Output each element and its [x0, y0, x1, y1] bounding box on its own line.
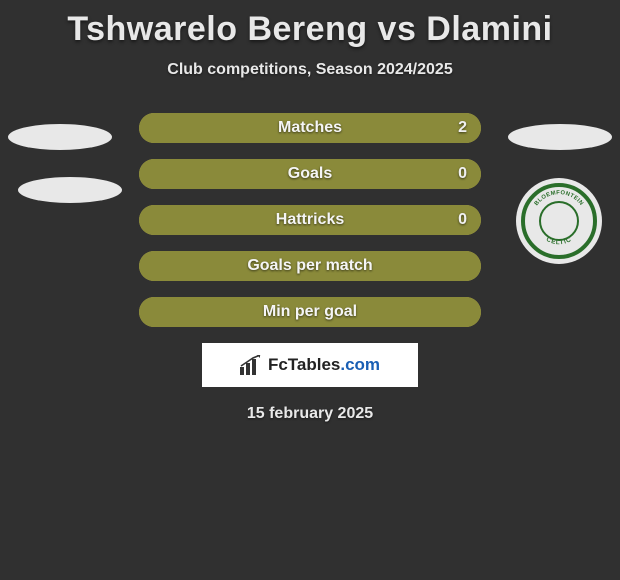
- fctables-badge[interactable]: FcTables.com: [202, 343, 418, 387]
- stats-container: Matches 2 Goals 0 Hattricks 0 Goals per match M…: [139, 113, 481, 327]
- page-title: Tshwarelo Bereng vs Dlamini: [0, 0, 620, 49]
- stat-label: Matches: [278, 113, 342, 143]
- stat-row: Min per goal: [139, 297, 481, 327]
- left-player-ellipse-2: [18, 177, 122, 203]
- stat-row: Goals per match: [139, 251, 481, 281]
- svg-text:CELTIC: CELTIC: [545, 236, 573, 246]
- stat-row: Matches 2: [139, 113, 481, 143]
- stat-value-right: 0: [458, 159, 467, 189]
- right-player-ellipse-1: [508, 124, 612, 150]
- club-badge-text: BLOEMFONTEIN CELTIC: [525, 187, 593, 255]
- stat-label: Min per goal: [263, 297, 357, 327]
- stat-value-right: 0: [458, 205, 467, 235]
- stat-label: Goals per match: [247, 251, 372, 281]
- stat-value-right: 2: [458, 113, 467, 143]
- fctables-icon: [240, 355, 262, 375]
- fctables-text: FcTables.com: [268, 355, 380, 375]
- stat-row: Hattricks 0: [139, 205, 481, 235]
- club-badge: BLOEMFONTEIN CELTIC: [516, 178, 602, 264]
- comparison-date: 15 february 2025: [0, 405, 620, 423]
- subtitle: Club competitions, Season 2024/2025: [0, 61, 620, 79]
- left-player-ellipse-1: [8, 124, 112, 150]
- stat-label: Goals: [288, 159, 332, 189]
- stat-row: Goals 0: [139, 159, 481, 189]
- svg-text:BLOEMFONTEIN: BLOEMFONTEIN: [534, 190, 585, 207]
- stat-label: Hattricks: [276, 205, 344, 235]
